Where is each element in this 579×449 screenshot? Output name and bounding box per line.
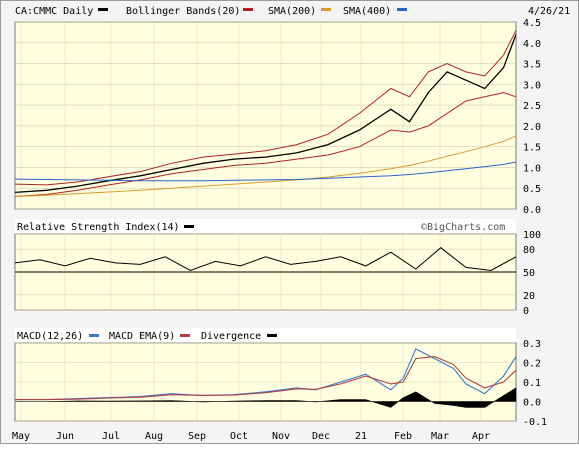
symbol-legend-swatch: [98, 8, 108, 11]
x-axis-label: Sep: [188, 431, 206, 442]
x-axis-label: Mar: [431, 431, 449, 442]
rsi-line: [14, 247, 517, 272]
macd-tick-label: -0.1: [523, 417, 547, 428]
macd-tick-label: 0.3: [523, 339, 541, 350]
x-axis-label: Nov: [272, 431, 290, 442]
date-label: 4/26/21: [528, 6, 570, 17]
macd-ema-legend-swatch: [180, 334, 190, 337]
macd-title: MACD(12,26): [17, 331, 83, 342]
x-axis-label: Apr: [472, 431, 490, 442]
macd-legend-swatch: [89, 334, 99, 337]
x-axis-label: Oct: [230, 431, 248, 442]
macd-tick-label: 0.0: [523, 398, 541, 409]
macd-ema-line: [15, 356, 517, 401]
rsi-panel: Relative Strength Index(14) ©BigCharts.c…: [14, 219, 541, 317]
x-axis-label: Jul: [102, 431, 120, 442]
rsi-title: Relative Strength Index(14): [17, 222, 180, 233]
price-tick-label: 0.0: [523, 205, 541, 216]
x-axis-label: Dec: [312, 431, 330, 442]
watermark: ©BigCharts.com: [421, 222, 505, 233]
rsi-title-bar: [15, 219, 516, 233]
price-tick-label: 4.5: [523, 18, 541, 29]
divergence-area: [15, 387, 517, 408]
price-tick-label: 3.0: [523, 80, 541, 91]
x-axis-label: Jun: [56, 431, 74, 442]
rsi-legend-swatch: [184, 225, 194, 228]
rsi-tick-label: 80: [523, 245, 535, 256]
price-tick-label: 1.5: [523, 143, 541, 154]
divergence-legend-swatch: [267, 334, 277, 337]
price-tick-label: 0.5: [523, 184, 541, 195]
x-axis-label: Feb: [394, 431, 412, 442]
sma400-legend-swatch: [397, 8, 407, 11]
divergence-label: Divergence: [201, 331, 261, 342]
bollinger-lower-line: [14, 92, 517, 197]
price-panel: 4.5 4.0 3.5 3.0 2.5 2.0 1.5 1.0 0.5 0.0 CA:CMMC D…: [14, 6, 570, 216]
rsi-tick-label: 100: [523, 230, 541, 241]
macd-tick-label: 0.1: [523, 378, 541, 389]
sma400-line: [14, 161, 517, 182]
x-axis-label: May: [12, 431, 30, 442]
rsi-tick-label: 0: [523, 306, 529, 317]
macd-ema-label: MACD EMA(9): [109, 331, 175, 342]
price-tick-label: 2.5: [523, 101, 541, 112]
price-tick-label: 3.5: [523, 60, 541, 71]
bollinger-legend-swatch: [243, 8, 253, 11]
price-plot-area: [14, 21, 517, 210]
x-axis-label: Aug: [145, 431, 163, 442]
sma200-label: SMA(200): [268, 6, 316, 17]
sma400-label: SMA(400): [343, 6, 391, 17]
bollinger-label: Bollinger Bands(20): [126, 6, 240, 17]
macd-tick-label: 0.2: [523, 359, 541, 370]
bollinger-upper-line: [14, 30, 517, 186]
symbol-label: CA:CMMC Daily: [15, 6, 93, 17]
rsi-tick-label: 20: [523, 291, 535, 302]
macd-title-bar: [15, 328, 516, 342]
rsi-tick-label: 50: [523, 268, 535, 279]
sma200-legend-swatch: [321, 8, 331, 11]
price-tick-label: 4.0: [523, 39, 541, 50]
price-tick-label: 2.0: [523, 122, 541, 133]
macd-panel: MACD(12,26) MACD EMA(9) Divergence 0.3 0.…: [14, 328, 547, 428]
x-axis-label: 21: [355, 431, 367, 442]
price-tick-label: 1.0: [523, 163, 541, 174]
